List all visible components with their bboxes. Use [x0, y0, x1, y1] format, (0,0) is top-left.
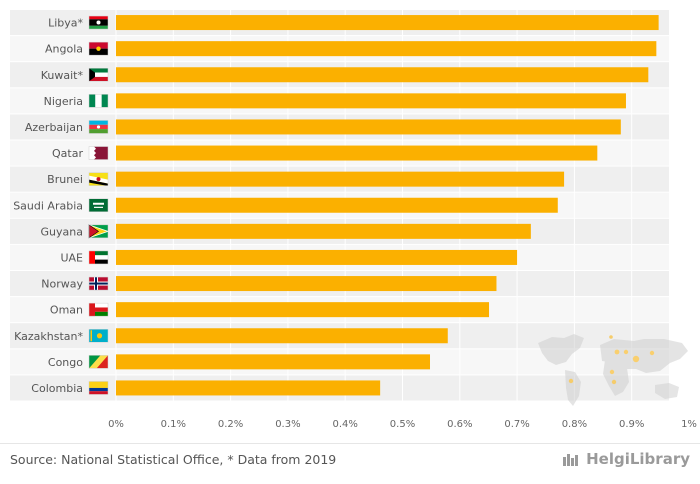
x-tick-label: 0.6% [447, 419, 472, 430]
bar[interactable] [116, 197, 558, 213]
bar[interactable] [116, 171, 565, 187]
category-label: Guyana [41, 225, 83, 238]
qatar-flag-icon [88, 146, 109, 160]
category-label: Norway [41, 278, 83, 291]
bar[interactable] [116, 67, 649, 83]
bar[interactable] [116, 276, 497, 292]
category-label: Azerbaijan [25, 121, 83, 134]
angola-flag-icon [88, 41, 109, 56]
bar[interactable] [116, 145, 598, 161]
bar[interactable] [116, 249, 518, 265]
category-label: Nigeria [44, 95, 83, 108]
x-tick-label: 0.4% [332, 419, 357, 430]
x-tick-label: 0.7% [504, 419, 529, 430]
bar[interactable] [116, 380, 381, 396]
category-label: Colombia [31, 382, 83, 395]
x-tick-label: 0.5% [390, 419, 415, 430]
category-label: Kuwait* [41, 69, 84, 82]
kuwait-flag-icon [88, 68, 109, 82]
world-map-icon [538, 334, 688, 406]
category-label: Brunei [47, 173, 83, 186]
logo-text: HelgiLibrary [586, 450, 690, 468]
colombia-flag-icon [88, 381, 109, 395]
x-tick-label: 0.1% [161, 419, 186, 430]
bar[interactable] [116, 41, 657, 57]
kazakhstan-flag-icon [88, 329, 109, 343]
category-label: Congo [48, 356, 83, 369]
saudi-arabia-flag-icon [88, 198, 109, 212]
category-label: Libya* [48, 17, 83, 30]
category-label: Kazakhstan* [14, 330, 83, 343]
category-label: Angola [45, 43, 83, 56]
category-label: Oman [50, 304, 83, 317]
bar[interactable] [116, 328, 448, 344]
oman-flag-icon [88, 302, 109, 317]
x-tick-label: 0.3% [275, 419, 300, 430]
source-note: Source: National Statistical Office, * D… [10, 452, 337, 467]
x-tick-label: 1% [681, 419, 697, 430]
bar[interactable] [116, 93, 626, 109]
congo-flag-icon [88, 355, 109, 369]
azerbaijan-flag-icon [88, 120, 109, 134]
uae-flag-icon [88, 250, 109, 265]
norway-flag-icon [88, 276, 109, 291]
category-label: Qatar [52, 147, 83, 160]
library-logo-icon [563, 454, 579, 466]
category-label: Saudi Arabia [13, 199, 83, 212]
nigeria-flag-icon [88, 94, 109, 108]
x-tick-label: 0.8% [562, 419, 587, 430]
brunei-flag-icon [88, 172, 109, 186]
x-tick-label: 0% [108, 419, 124, 430]
bar[interactable] [116, 223, 531, 239]
bar[interactable] [116, 354, 431, 370]
bar-chart: Libya* Angola Kuwait* Nigeria Azerbaijan Qata… [10, 10, 697, 430]
bar[interactable] [116, 302, 490, 318]
libya-flag-icon [88, 15, 109, 30]
chart-footer: Source: National Statistical Office, * D… [0, 443, 700, 484]
x-tick-label: 0.2% [218, 419, 243, 430]
guyana-flag-icon [88, 224, 110, 239]
bar[interactable] [116, 15, 659, 31]
helgilibrary-logo[interactable]: HelgiLibrary [562, 450, 690, 468]
x-tick-label: 0.9% [619, 419, 644, 430]
bar[interactable] [116, 119, 621, 135]
category-label: UAE [60, 251, 83, 264]
